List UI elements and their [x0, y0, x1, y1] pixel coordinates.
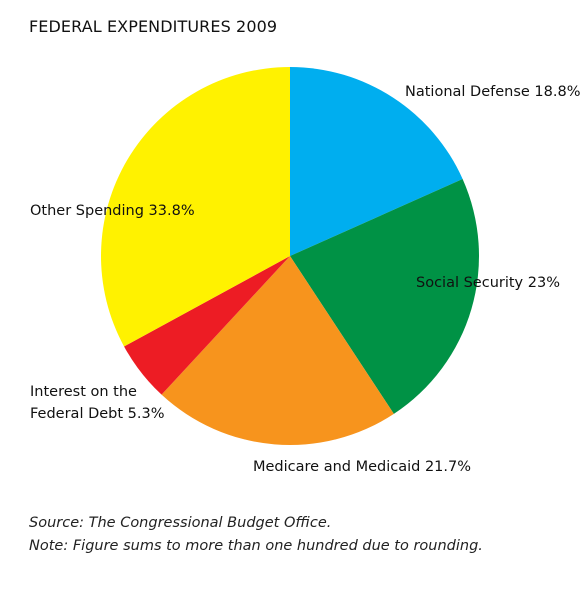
source-note: Source: The Congressional Budget Office. [29, 515, 332, 531]
footnotes: Source: The Congressional Budget Office.… [29, 512, 483, 558]
slice-label-other-spending: Other Spending 33.8% [30, 203, 195, 219]
slice-label-medicare-and-medicaid: Medicare and Medicaid 21.7% [253, 459, 471, 475]
pie-slice-national-defense [290, 67, 463, 256]
pie-slice-social-security [290, 179, 479, 414]
chart-title: FEDERAL EXPENDITURES 2009 [29, 17, 278, 36]
pie-slice-medicare-and-medicaid [161, 256, 394, 446]
pie-slice-interest-on-the-federal-debt [124, 256, 290, 395]
slice-label-social-security: Social Security 23% [416, 275, 560, 291]
slice-label-national-defense: National Defense 18.8% [405, 84, 580, 100]
slice-label-interest-on-the-federal-debt: Interest on the Federal Debt 5.3% [30, 384, 165, 422]
pie-slice-other-spending [101, 67, 290, 347]
rounding-note: Note: Figure sums to more than one hundr… [29, 538, 483, 554]
